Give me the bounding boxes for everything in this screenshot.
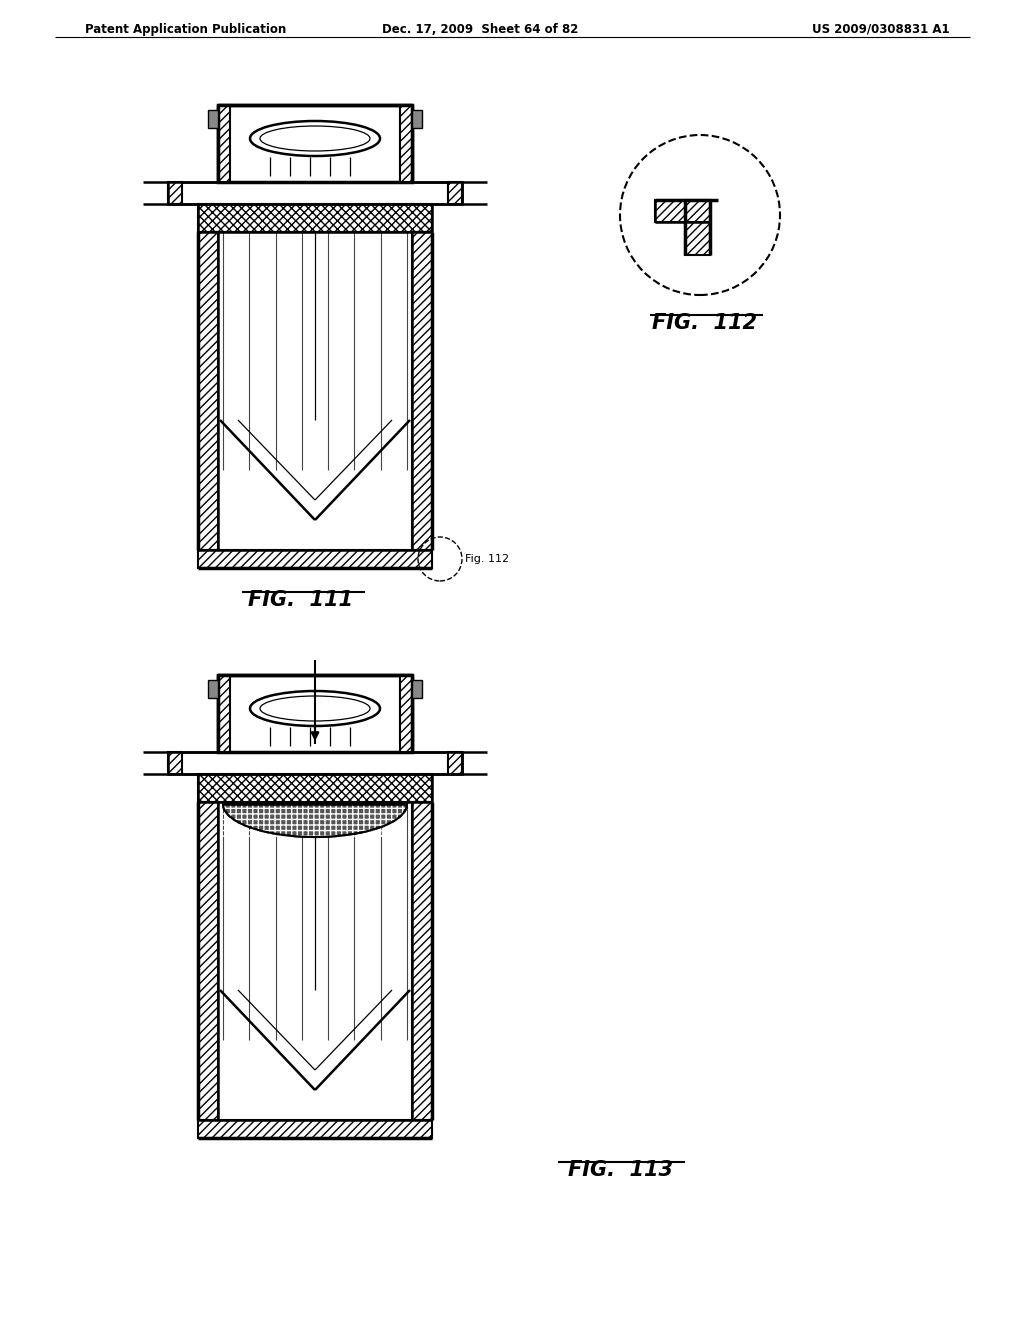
Bar (400, 675, 412, 752)
Circle shape (620, 135, 780, 294)
Bar (198, 803, 218, 1119)
Bar (412, 232, 432, 550)
Text: Dec. 17, 2009  Sheet 64 of 82: Dec. 17, 2009 Sheet 64 of 82 (382, 22, 579, 36)
Bar (218, 675, 412, 752)
Bar (198, 232, 218, 550)
Bar (198, 205, 432, 232)
Bar (168, 182, 462, 205)
Text: Patent Application Publication: Patent Application Publication (85, 22, 287, 36)
Bar (218, 803, 412, 1119)
Text: FIG.  113: FIG. 113 (567, 1160, 673, 1180)
Bar (198, 550, 432, 568)
Bar (412, 110, 422, 128)
Bar (223, 804, 407, 837)
Bar (412, 680, 422, 698)
Bar (208, 680, 218, 698)
Text: FIG.  112: FIG. 112 (652, 313, 758, 333)
Bar (400, 106, 412, 182)
Bar (198, 1119, 432, 1138)
Bar (412, 803, 432, 1119)
Bar (198, 774, 432, 803)
Bar (449, 752, 462, 774)
Text: FIG.  111: FIG. 111 (248, 590, 352, 610)
Bar (218, 106, 412, 182)
Bar (168, 182, 182, 205)
Bar (218, 675, 230, 752)
Bar (218, 106, 230, 182)
Text: Fig. 112: Fig. 112 (465, 554, 509, 564)
Text: US 2009/0308831 A1: US 2009/0308831 A1 (812, 22, 950, 36)
Bar (685, 201, 710, 255)
Bar (218, 232, 412, 550)
Polygon shape (223, 804, 407, 837)
Bar (168, 752, 182, 774)
Bar (168, 752, 462, 774)
Bar (208, 110, 218, 128)
Bar (449, 182, 462, 205)
Bar (655, 201, 710, 222)
